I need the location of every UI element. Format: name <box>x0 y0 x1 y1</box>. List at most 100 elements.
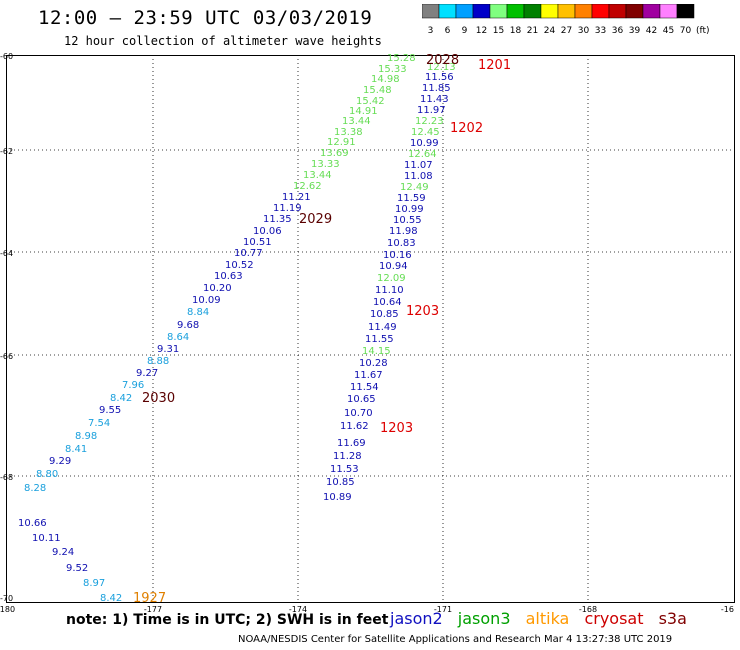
legend-label: 42 <box>646 26 657 36</box>
satellite-cryosat: cryosat <box>584 609 644 628</box>
wave-height-label: 8.97 <box>83 578 105 589</box>
wave-height-label: 8.98 <box>75 431 97 442</box>
longitude-tick-label: -174 <box>289 605 307 614</box>
wave-height-label: 10.51 <box>243 237 272 248</box>
satellite-altika: altika <box>525 609 570 628</box>
wave-height-label: 14.91 <box>349 106 378 117</box>
wave-height-label: 8.42 <box>110 393 132 404</box>
color-legend: 3 6 9 12 15 18 21 24 27 30 33 36 39 42 45 70 (ft) <box>422 4 710 36</box>
wave-height-label: 9.55 <box>99 405 121 416</box>
wave-height-label: 14.98 <box>371 74 400 85</box>
longitude-tick-label: -171 <box>434 605 452 614</box>
credit-line: NOAA/NESDIS Center for Satellite Applica… <box>238 634 673 645</box>
wave-height-label: 9.29 <box>49 456 71 467</box>
wave-height-label: 10.09 <box>192 295 221 306</box>
wave-height-label: 11.35 <box>263 214 292 225</box>
wave-height-label: 11.21 <box>282 192 311 203</box>
wave-height-label: 12.23 <box>415 116 444 127</box>
wave-height-label: 8.64 <box>167 332 189 343</box>
longitude-tick-label: -16 <box>721 605 734 614</box>
wave-height-label: 15.48 <box>363 85 392 96</box>
wave-height-label: 9.52 <box>66 563 88 574</box>
wave-height-label: 9.31 <box>157 344 179 355</box>
satellite-s3a: s3a <box>658 609 687 628</box>
satellite-legend: jason2 jason3 altika cryosat s3a <box>390 609 697 628</box>
wave-height-label: 15.33 <box>378 64 407 75</box>
wave-height-label: 10.83 <box>387 238 416 249</box>
legend-label: 24 <box>544 26 556 36</box>
wave-height-label: 7.54 <box>88 418 110 429</box>
wave-height-label: 12.64 <box>408 149 437 160</box>
wave-height-label: 10.85 <box>370 309 399 320</box>
pass-time-label: 1203 <box>380 421 413 436</box>
wave-height-label: 11.54 <box>350 382 379 393</box>
wave-height-label: 15.28 <box>387 53 416 64</box>
wave-height-label: 11.56 <box>425 72 454 83</box>
map-subtitle: 12 hour collection of altimeter wave hei… <box>64 34 382 48</box>
wave-height-label: 10.52 <box>225 260 254 271</box>
longitude-tick-label: -168 <box>579 605 597 614</box>
legend-label: 70 <box>680 26 692 36</box>
legend-label: 3 <box>428 26 434 36</box>
wave-height-label: 11.69 <box>337 438 366 449</box>
wave-height-label: 10.65 <box>347 394 376 405</box>
wave-height-label: 10.64 <box>373 297 402 308</box>
pass-time-label: 1203 <box>406 304 439 319</box>
pass-time-label: 1927 <box>133 591 166 606</box>
longitude-tick-label: -177 <box>144 605 162 614</box>
pass-time-label: 1202 <box>450 121 483 136</box>
wave-height-label: 12.91 <box>327 137 356 148</box>
wave-height-label: 10.66 <box>18 518 47 529</box>
legend-label: 9 <box>462 26 468 36</box>
latitude-tick-label: -64 <box>0 249 13 258</box>
wave-height-label: 11.67 <box>354 370 383 381</box>
longitude-tick-label: -180 <box>0 605 15 614</box>
wave-height-label: 11.59 <box>397 193 426 204</box>
wave-height-label: 11.43 <box>420 94 449 105</box>
wave-height-label: 12.49 <box>400 182 429 193</box>
wave-height-label: 12.09 <box>377 273 406 284</box>
pass-time-label: 1201 <box>478 58 511 73</box>
legend-label: 6 <box>445 26 451 36</box>
legend-label: 30 <box>578 26 590 36</box>
wave-height-label: 12.62 <box>293 181 322 192</box>
wave-height-label: 10.94 <box>379 261 408 272</box>
legend-label: 15 <box>493 26 504 36</box>
wave-height-label: 11.19 <box>273 203 302 214</box>
latitude-tick-label: -62 <box>0 147 13 156</box>
legend-label: 36 <box>612 26 624 36</box>
latitude-tick-label: -66 <box>0 352 13 361</box>
wave-height-label: 10.20 <box>203 283 232 294</box>
wave-height-label: 12.13 <box>427 62 456 73</box>
wave-height-label: 11.10 <box>375 285 404 296</box>
wave-height-label: 10.28 <box>359 358 388 369</box>
wave-height-label: 11.49 <box>368 322 397 333</box>
wave-height-label: 13.69 <box>320 148 349 159</box>
wave-height-label: 11.97 <box>417 105 446 116</box>
wave-height-label: 8.28 <box>24 483 46 494</box>
legend-unit: (ft) <box>696 26 710 36</box>
wave-height-label: 11.85 <box>422 83 451 94</box>
wave-height-label: 8.42 <box>100 593 122 604</box>
wave-height-label: 10.11 <box>32 533 61 544</box>
wave-height-label: 13.38 <box>334 127 363 138</box>
wave-height-label: 8.88 <box>147 356 169 367</box>
wave-height-label: 10.89 <box>323 492 352 503</box>
legend-swatch <box>676 4 695 19</box>
pass-time-label: 2030 <box>142 391 175 406</box>
pass-time-label: 2028 <box>426 53 459 68</box>
legend-label: 18 <box>510 26 522 36</box>
legend-label: 39 <box>629 26 641 36</box>
legend-label: 27 <box>561 26 572 36</box>
wave-height-label: 11.07 <box>404 160 433 171</box>
wave-height-label: 8.80 <box>36 469 58 480</box>
wave-height-label: 10.77 <box>234 248 263 259</box>
wave-height-label: 13.44 <box>342 116 371 127</box>
wave-height-label: 15.42 <box>356 96 385 107</box>
latitude-tick-label: -70 <box>0 594 13 603</box>
legend-label: 12 <box>476 26 487 36</box>
legend-label: 45 <box>663 26 674 36</box>
wave-height-label: 11.62 <box>340 421 369 432</box>
wave-height-label: 13.44 <box>303 170 332 181</box>
